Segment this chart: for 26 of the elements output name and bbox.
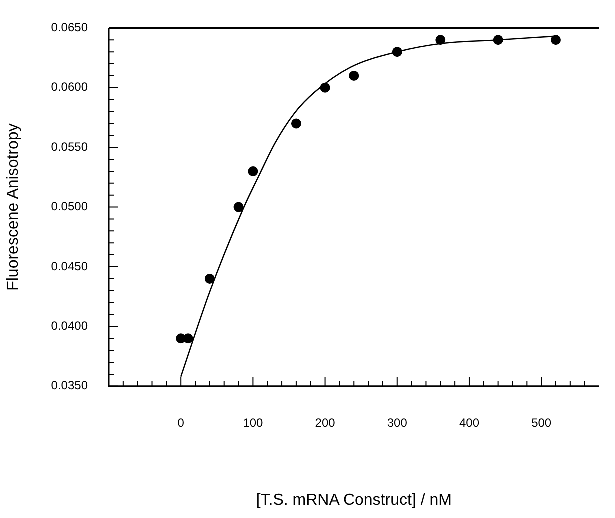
x-tick-label: 100 [243,416,264,430]
y-tick-label: 0.0350 [51,378,88,393]
y-tick-label: 0.0400 [51,319,88,334]
point [204,274,215,284]
x-axis-title: [T.S. mRNA Construct] / nM [256,492,452,509]
point [493,35,504,46]
y-axis-title: Fluorescene Anisotropy [5,124,22,291]
point [349,70,360,81]
y-tick-label: 0.0550 [51,140,88,154]
x-tick-label: 400 [459,416,480,430]
point [248,166,258,176]
y-tick-label: 0.0500 [51,200,88,214]
x-tick-label: 0 [178,416,185,430]
point [392,47,402,58]
x-tick-label: 200 [315,416,336,430]
y-tick-label: 0.0650 [51,20,88,35]
y-tick-label: 0.0450 [51,259,88,274]
y-tick-label: 0.0600 [51,80,88,94]
point [183,334,194,344]
point [291,118,302,129]
point [551,35,561,46]
point [234,202,244,212]
x-tick-label: 500 [532,416,552,430]
point [320,82,330,93]
x-tick-label: 300 [387,416,408,430]
point [436,35,446,46]
